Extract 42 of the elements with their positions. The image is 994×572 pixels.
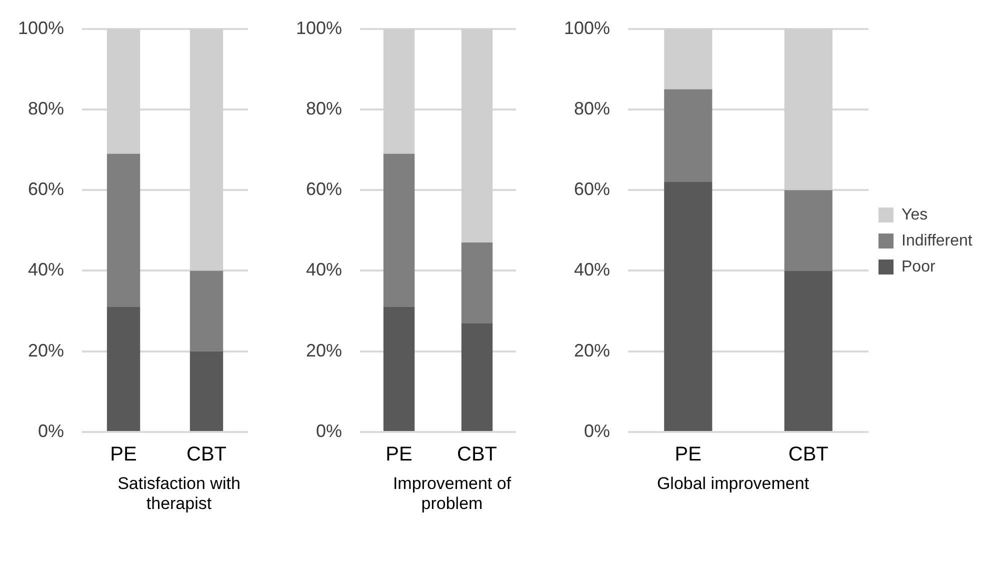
bar [190,270,224,352]
bar [664,182,712,431]
y-tick-label: 40% [28,260,64,280]
y-tick-label: 80% [306,98,342,118]
legend-label: Yes [902,206,928,224]
x-axis-title: Satisfaction with therapist [116,474,242,514]
x-tick-label: PE [386,444,412,466]
bar [106,307,140,431]
x-tick-label: CBT [186,444,227,466]
y-tick-label: 60% [574,179,610,200]
x-axis-title: Improvement of problem [392,474,512,514]
y-tick-label: 40% [306,260,342,280]
y-tick-label: 20% [574,340,610,360]
y-tick-label: 40% [574,260,610,280]
bar [461,242,493,324]
bar [784,270,832,431]
x-tick-label: CBT [457,444,498,466]
bar [383,307,415,431]
y-tick-label: 20% [306,340,342,360]
bar [784,190,832,271]
x-axis-title: Global improvement [656,474,810,494]
bar [383,154,415,308]
y-tick-label: 100% [18,18,64,38]
x-tick-label: CBT [788,444,828,466]
legend-label: Indifferent [902,232,973,250]
y-tick-label: 80% [28,98,64,118]
y-tick-label: 80% [574,98,610,118]
y-tick-label: 60% [28,179,64,200]
bar [461,323,493,431]
y-tick-label: 20% [28,340,64,360]
x-tick-label: PE [110,444,137,466]
x-tick-label: PE [674,444,702,466]
y-tick-label: 0% [316,420,342,441]
y-tick-label: 0% [584,420,610,441]
legend-label: Poor [902,258,936,276]
y-tick-label: 60% [306,179,342,200]
bar [190,351,224,431]
y-tick-label: 0% [38,420,64,441]
y-tick-label: 100% [296,18,342,38]
bar [664,89,712,182]
bar [106,154,140,308]
y-tick-label: 100% [564,18,610,38]
